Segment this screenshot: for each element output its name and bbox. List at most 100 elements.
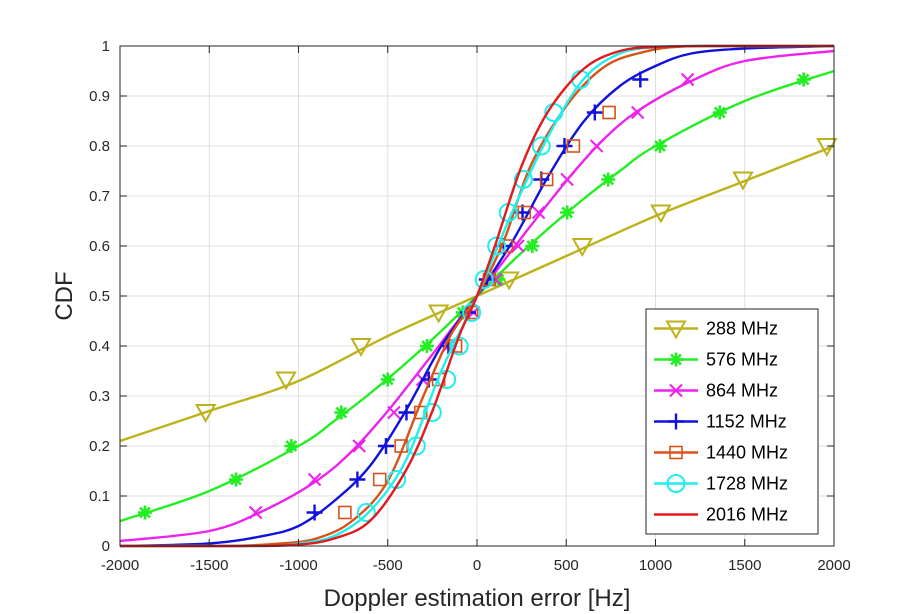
data-point-marker xyxy=(307,472,322,487)
y-tick-label: 0.6 xyxy=(89,238,110,255)
data-point-marker xyxy=(406,436,426,456)
data-point-marker xyxy=(387,405,401,420)
data-point-marker xyxy=(601,172,616,187)
data-point-marker xyxy=(680,72,695,87)
y-tick-label: 0.1 xyxy=(89,488,110,505)
data-point-marker xyxy=(462,303,482,322)
data-point-marker xyxy=(796,72,811,87)
series-layer xyxy=(119,44,838,548)
legend-item: 1152 MHz xyxy=(654,412,787,432)
legend-item: 1440 MHz xyxy=(654,443,788,463)
data-point-marker xyxy=(275,371,297,391)
x-axis-title: Doppler estimation error [Hz] xyxy=(324,585,631,612)
y-tick-label: 0.4 xyxy=(89,338,110,355)
x-tick-label: 500 xyxy=(554,557,579,574)
data-point-marker xyxy=(427,304,450,324)
x-tick-label: 1500 xyxy=(728,557,761,574)
data-point-marker xyxy=(372,472,387,487)
data-point-marker xyxy=(334,405,349,420)
legend-marker xyxy=(665,320,687,340)
data-point-marker xyxy=(650,204,672,224)
data-point-marker xyxy=(338,505,352,520)
x-tick-label: -1500 xyxy=(190,557,228,574)
data-point-marker xyxy=(352,439,366,453)
ticks xyxy=(119,45,835,547)
data-point-marker xyxy=(194,404,217,424)
data-point-marker xyxy=(306,504,323,521)
data-point-marker xyxy=(566,139,581,153)
legend-label: 1152 MHz xyxy=(706,412,787,432)
legend-label: 1728 MHz xyxy=(706,474,788,494)
x-tick-label: -500 xyxy=(373,557,403,574)
data-point-marker xyxy=(712,105,727,120)
data-point-marker xyxy=(474,270,494,289)
data-point-marker xyxy=(284,439,299,453)
data-point-marker xyxy=(632,71,649,88)
x-tick-label: -1000 xyxy=(279,557,317,574)
x-tick-label: 2000 xyxy=(817,557,850,574)
legend-label: 2016 MHz xyxy=(706,505,788,525)
legend-marker xyxy=(669,352,683,367)
data-point-marker xyxy=(248,505,263,520)
data-point-marker xyxy=(560,205,575,220)
data-point-marker xyxy=(531,205,546,220)
data-point-marker xyxy=(816,138,838,158)
data-point-marker xyxy=(602,105,616,120)
data-point-marker xyxy=(571,238,594,258)
legend-item: 864 MHz xyxy=(654,381,778,401)
legend-label: 864 MHz xyxy=(706,381,778,401)
data-point-marker xyxy=(420,339,435,353)
data-point-marker xyxy=(356,503,376,522)
legend-item: 288 MHz xyxy=(654,319,778,340)
legend-label: 288 MHz xyxy=(706,319,778,339)
y-tick-label: 0.7 xyxy=(89,188,110,205)
data-point-marker xyxy=(349,471,366,488)
data-point-marker xyxy=(350,338,372,358)
y-tick-label: 0 xyxy=(102,538,110,555)
data-point-marker xyxy=(511,239,525,253)
data-point-marker xyxy=(513,170,533,189)
data-point-marker xyxy=(517,205,532,220)
tick-labels: -2000 -1500 -1000 -500 0 500 1000 1500 2000 0 0.1 0… xyxy=(89,38,851,574)
data-point-marker xyxy=(560,172,574,187)
y-tick-label: 0.2 xyxy=(89,438,110,455)
y-tick-label: 0.9 xyxy=(89,88,110,105)
y-tick-label: 0.3 xyxy=(89,388,110,405)
data-point-marker xyxy=(732,171,754,191)
legend-label: 1440 MHz xyxy=(706,443,788,463)
series-6 xyxy=(120,44,834,548)
data-point-marker xyxy=(380,372,395,387)
data-point-marker xyxy=(586,104,603,121)
y-tick-label: 0.8 xyxy=(89,138,110,155)
data-point-marker xyxy=(531,136,551,156)
x-tick-label: 0 xyxy=(473,557,481,574)
legend-item: 1728 MHz xyxy=(654,474,788,494)
legend-item: 2016 MHz xyxy=(654,505,788,525)
data-point-marker xyxy=(377,438,394,454)
data-point-marker xyxy=(556,138,573,154)
x-tick-label: 1000 xyxy=(639,557,672,574)
legend-item: 576 MHz xyxy=(654,350,778,370)
series-line xyxy=(120,44,834,548)
legend-marker xyxy=(669,445,683,460)
data-point-marker xyxy=(499,239,514,253)
y-tick-label: 1 xyxy=(102,38,110,55)
data-point-marker xyxy=(589,139,604,153)
data-point-marker xyxy=(491,272,506,287)
data-point-marker xyxy=(413,405,428,420)
legend-marker xyxy=(668,413,684,430)
data-point-marker xyxy=(652,139,667,153)
legend: 288 MHz 576 MHz 864 MHz 1152 MHz 1440 MHz 172… xyxy=(645,308,819,535)
data-point-marker xyxy=(137,505,152,520)
legend-marker xyxy=(666,474,686,493)
y-tick-label: 0.5 xyxy=(89,288,110,305)
data-point-marker xyxy=(229,472,244,487)
data-point-marker xyxy=(525,239,540,253)
x-tick-label: -2000 xyxy=(101,557,139,574)
legend-marker xyxy=(669,383,683,398)
y-axis-title: CDF xyxy=(51,271,78,320)
data-point-marker xyxy=(539,172,554,187)
data-point-marker xyxy=(398,404,415,421)
legend-label: 576 MHz xyxy=(706,350,778,370)
